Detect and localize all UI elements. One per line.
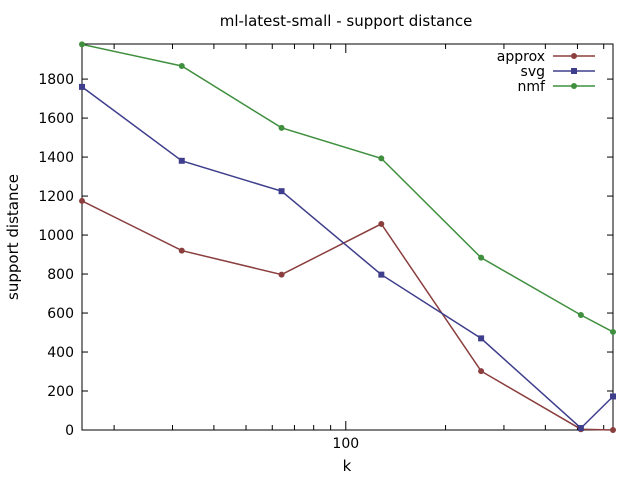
data-point-nmf — [79, 41, 85, 48]
y-tick-label: 0 — [65, 423, 74, 439]
x-axis-title: k — [343, 457, 352, 475]
data-point-approx — [478, 368, 485, 375]
data-point-approx — [278, 271, 285, 278]
series-svg — [79, 83, 616, 432]
series-line-approx — [81, 200, 614, 431]
data-point-nmf — [577, 311, 584, 318]
data-point-svg — [178, 157, 185, 164]
plot-frame — [81, 43, 614, 431]
data-point-svg — [610, 393, 616, 400]
y-tick-label: 1000 — [38, 228, 74, 244]
y-tick-label: 600 — [47, 306, 74, 322]
series-nmf — [79, 41, 616, 335]
legend-label: nmf — [518, 79, 547, 95]
axis-ticks: 0 200 400 600 800 1000 1200 1400 1600 1800 100 — [38, 44, 613, 452]
series-approx — [79, 197, 616, 433]
legend-label: approx — [497, 49, 545, 65]
legend-label: svg — [521, 64, 545, 80]
data-point-nmf — [610, 328, 616, 335]
y-tick-label: 1400 — [38, 150, 74, 166]
y-tick-label: 200 — [47, 384, 74, 400]
legend-item-svg: svg — [521, 64, 595, 80]
legend-swatch-marker — [571, 83, 577, 89]
series-layer — [79, 41, 616, 433]
y-axis-title: support distance — [4, 174, 22, 300]
data-point-nmf — [478, 254, 485, 261]
data-point-nmf — [378, 155, 385, 162]
data-point-svg — [278, 188, 285, 195]
data-point-approx — [178, 247, 185, 254]
data-point-nmf — [178, 63, 185, 70]
y-tick-label: 1800 — [38, 72, 74, 88]
data-point-approx — [79, 197, 85, 204]
legend-swatch-marker — [571, 53, 577, 59]
legend-item-nmf: nmf — [518, 79, 595, 95]
legend-item-approx: approx — [497, 49, 595, 65]
data-point-svg — [577, 425, 584, 432]
data-point-approx — [378, 220, 385, 227]
chart-title: ml-latest-small - support distance — [220, 12, 473, 30]
y-tick-label: 400 — [47, 345, 74, 361]
data-point-svg — [79, 83, 85, 90]
data-point-approx — [610, 427, 616, 433]
legend-swatch-marker — [571, 68, 577, 74]
data-point-nmf — [278, 124, 285, 131]
data-point-svg — [378, 271, 385, 278]
series-line-svg — [81, 86, 614, 430]
data-point-svg — [478, 335, 485, 342]
y-tick-label: 1600 — [38, 111, 74, 127]
y-tick-label: 1200 — [38, 189, 74, 205]
x-tick-label: 100 — [332, 436, 359, 452]
y-tick-label: 800 — [47, 267, 74, 283]
